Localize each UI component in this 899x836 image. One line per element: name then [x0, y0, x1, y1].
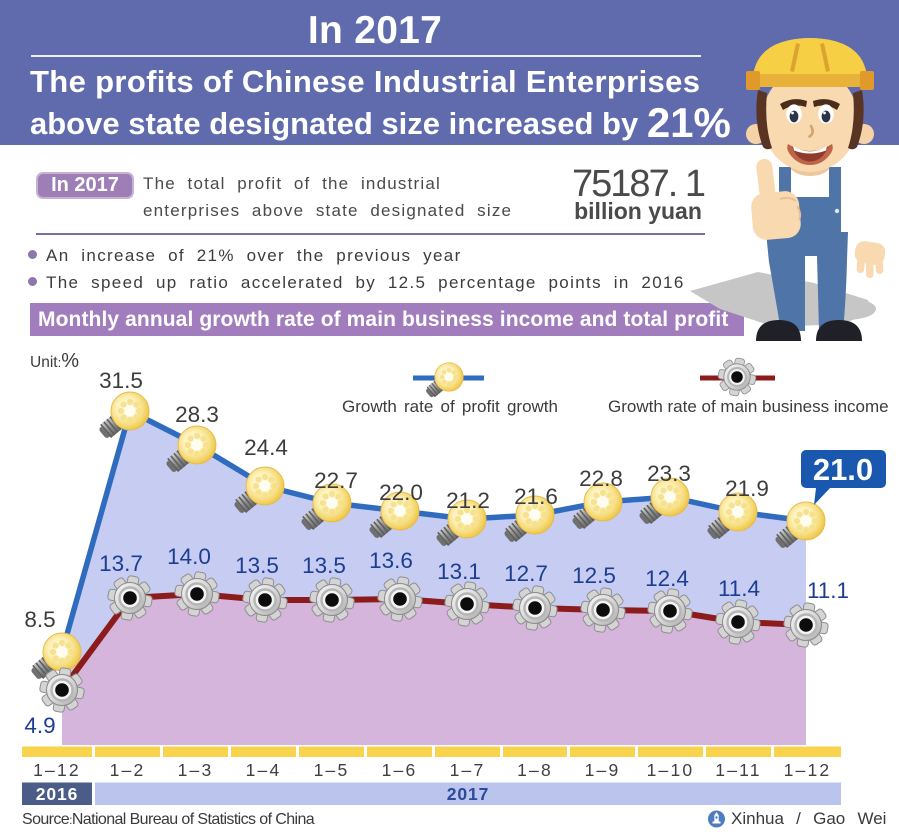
svg-text:1–9: 1–9	[585, 760, 621, 780]
svg-text:1–12: 1–12	[784, 760, 832, 780]
svg-text:Xinhua / Gao Wei: Xinhua / Gao Wei	[731, 809, 886, 828]
svg-text:8.5: 8.5	[24, 607, 55, 632]
svg-text:Growth rate of main business i: Growth rate of main business income	[608, 397, 889, 416]
svg-text:13.1: 13.1	[437, 559, 481, 584]
svg-text:13.5: 13.5	[302, 553, 346, 578]
svg-text:22.8: 22.8	[579, 466, 623, 491]
svg-text:12.5: 12.5	[572, 563, 616, 588]
svg-text:21.6: 21.6	[514, 484, 558, 509]
svg-text:4.9: 4.9	[24, 713, 55, 738]
svg-text:1–7: 1–7	[450, 760, 486, 780]
svg-text:11.1: 11.1	[807, 578, 849, 603]
svg-text:21.0: 21.0	[813, 452, 873, 487]
svg-text:23.3: 23.3	[647, 461, 691, 486]
svg-text:1–6: 1–6	[382, 760, 418, 780]
svg-text:13.6: 13.6	[369, 548, 413, 573]
svg-text:1–10: 1–10	[647, 760, 695, 780]
svg-text:13.5: 13.5	[235, 553, 279, 578]
svg-text:1–11: 1–11	[715, 760, 761, 780]
svg-text:Growth rate of profit growth: Growth rate of profit growth	[342, 397, 558, 416]
svg-text:1–3: 1–3	[178, 760, 214, 780]
svg-text:28.3: 28.3	[175, 402, 219, 427]
svg-text:11.4: 11.4	[718, 576, 760, 601]
svg-text:2017: 2017	[447, 784, 490, 804]
svg-text:12.7: 12.7	[504, 561, 548, 586]
svg-text:24.4: 24.4	[244, 435, 288, 460]
svg-text:22.0: 22.0	[379, 480, 423, 505]
svg-text:1–12: 1–12	[33, 760, 81, 780]
svg-text:1–8: 1–8	[517, 760, 553, 780]
svg-text:2016: 2016	[36, 784, 79, 804]
svg-text:13.7: 13.7	[99, 551, 143, 576]
svg-text:Unit:%: Unit:%	[30, 350, 79, 372]
svg-text:12.4: 12.4	[645, 566, 689, 591]
svg-text:21.9: 21.9	[725, 476, 769, 501]
svg-text:1–4: 1–4	[246, 760, 282, 780]
svg-text:Source:National Bureau of Stat: Source:National Bureau of Statistics of …	[22, 811, 315, 828]
svg-text:1–2: 1–2	[110, 760, 146, 780]
svg-text:1–5: 1–5	[314, 760, 350, 780]
svg-text:14.0: 14.0	[167, 544, 211, 569]
svg-text:21.2: 21.2	[446, 488, 490, 513]
svg-text:22.7: 22.7	[314, 468, 358, 493]
svg-text:31.5: 31.5	[99, 368, 143, 393]
